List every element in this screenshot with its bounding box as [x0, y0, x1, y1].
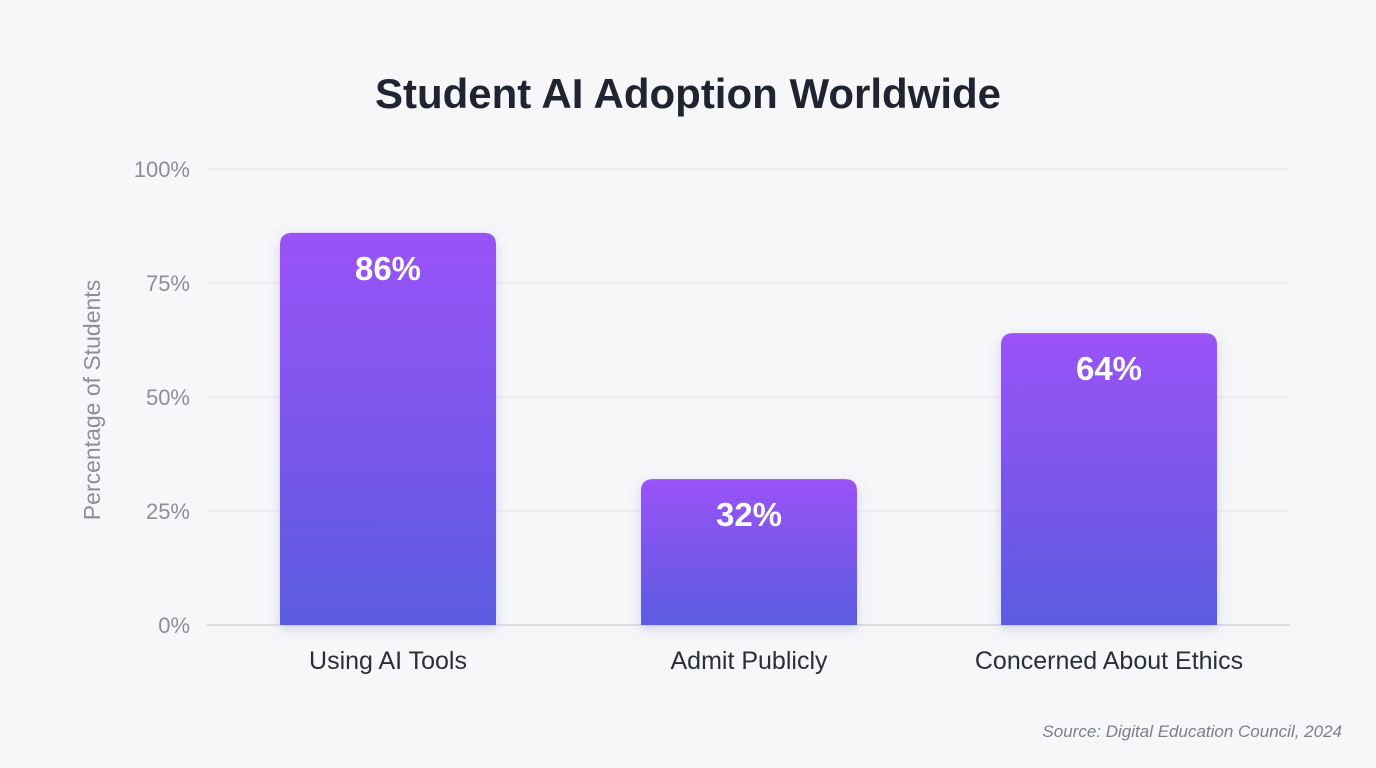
- y-tick-label: 75%: [146, 271, 190, 296]
- x-tick-label: Concerned About Ethics: [975, 647, 1243, 675]
- chart-title: Student AI Adoption Worldwide: [374, 70, 1002, 117]
- y-axis-label: Percentage of Students: [79, 280, 105, 520]
- data-label: 64%: [1076, 350, 1142, 387]
- y-tick-label: 100%: [134, 157, 190, 182]
- y-tick-label: 50%: [146, 385, 190, 410]
- data-label: 86%: [355, 250, 421, 287]
- data-label: 32%: [716, 496, 782, 533]
- bar: [1001, 333, 1217, 625]
- bar: [280, 232, 496, 625]
- source-note: Source: Digital Education Council, 2024: [1042, 722, 1342, 741]
- x-tick-label: Admit Publicly: [671, 647, 828, 675]
- x-tick-label: Using AI Tools: [309, 647, 467, 675]
- y-tick-label: 25%: [146, 499, 190, 524]
- y-tick-label: 0%: [158, 613, 190, 638]
- bar: [641, 479, 857, 625]
